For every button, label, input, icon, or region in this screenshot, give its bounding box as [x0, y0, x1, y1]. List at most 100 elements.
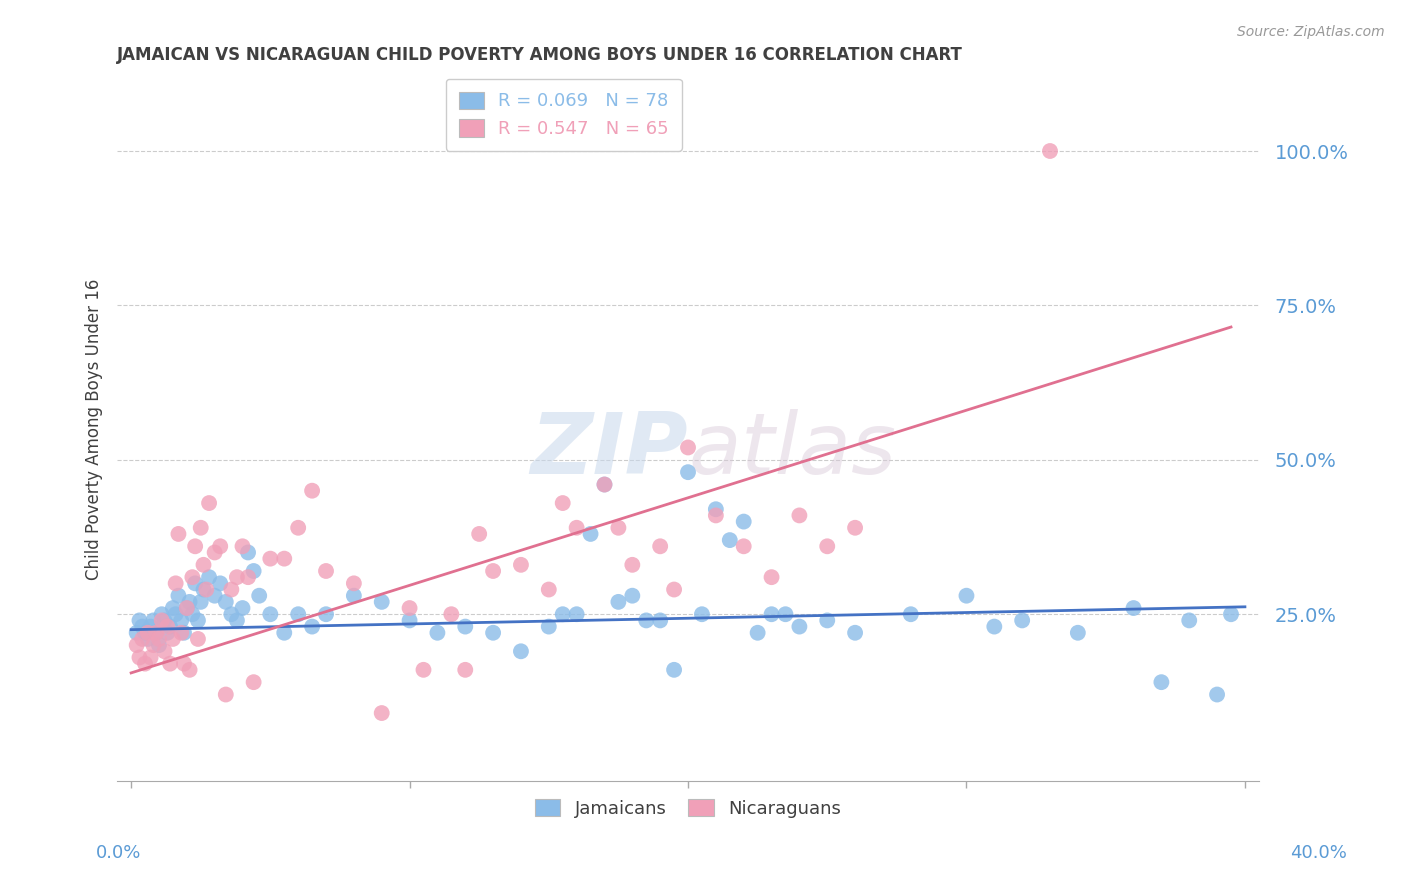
Point	[139, 619, 162, 633]
Point	[454, 619, 477, 633]
Point	[153, 614, 176, 628]
Point	[142, 638, 165, 652]
Point	[131, 632, 153, 646]
Point	[565, 607, 588, 622]
Point	[1122, 601, 1144, 615]
Point	[247, 589, 270, 603]
Point	[370, 706, 392, 720]
Point	[593, 477, 616, 491]
Point	[426, 625, 449, 640]
Point	[226, 570, 249, 584]
Point	[236, 570, 259, 584]
Point	[156, 619, 179, 633]
Point	[983, 619, 1005, 633]
Point	[193, 558, 215, 572]
Point	[676, 441, 699, 455]
Point	[215, 688, 238, 702]
Point	[1011, 614, 1033, 628]
Point	[398, 601, 420, 615]
Point	[181, 570, 204, 584]
Point	[650, 539, 672, 553]
Point	[704, 502, 727, 516]
Point	[301, 483, 323, 498]
Point	[287, 607, 309, 622]
Point	[636, 614, 658, 628]
Point	[370, 595, 392, 609]
Point	[221, 607, 243, 622]
Point	[187, 632, 209, 646]
Point	[215, 595, 238, 609]
Text: Source: ZipAtlas.com: Source: ZipAtlas.com	[1237, 25, 1385, 39]
Point	[1178, 614, 1201, 628]
Point	[242, 675, 264, 690]
Point	[209, 576, 232, 591]
Point	[125, 638, 148, 652]
Point	[173, 657, 195, 671]
Point	[621, 589, 644, 603]
Point	[301, 619, 323, 633]
Point	[231, 601, 253, 615]
Point	[593, 477, 616, 491]
Point	[844, 521, 866, 535]
Point	[273, 551, 295, 566]
Point	[1206, 688, 1229, 702]
Point	[900, 607, 922, 622]
Point	[165, 607, 187, 622]
Point	[242, 564, 264, 578]
Point	[537, 619, 560, 633]
Point	[955, 589, 977, 603]
Point	[162, 601, 184, 615]
Point	[179, 663, 201, 677]
Y-axis label: Child Poverty Among Boys Under 16: Child Poverty Among Boys Under 16	[86, 278, 103, 580]
Point	[128, 650, 150, 665]
Point	[125, 625, 148, 640]
Point	[315, 607, 337, 622]
Point	[150, 607, 173, 622]
Point	[165, 576, 187, 591]
Point	[468, 527, 491, 541]
Point	[198, 570, 221, 584]
Point	[173, 625, 195, 640]
Point	[343, 576, 366, 591]
Point	[273, 625, 295, 640]
Point	[607, 595, 630, 609]
Point	[259, 607, 281, 622]
Point	[134, 657, 156, 671]
Point	[184, 576, 207, 591]
Point	[565, 521, 588, 535]
Point	[815, 614, 838, 628]
Point	[676, 465, 699, 479]
Point	[139, 650, 162, 665]
Point	[789, 508, 811, 523]
Point	[136, 625, 159, 640]
Point	[343, 589, 366, 603]
Point	[1220, 607, 1243, 622]
Legend: Jamaicans, Nicaraguans: Jamaicans, Nicaraguans	[527, 791, 848, 825]
Point	[179, 595, 201, 609]
Point	[844, 625, 866, 640]
Point	[662, 663, 685, 677]
Text: atlas: atlas	[688, 409, 896, 491]
Point	[150, 614, 173, 628]
Point	[510, 558, 533, 572]
Point	[690, 607, 713, 622]
Point	[181, 607, 204, 622]
Point	[454, 663, 477, 677]
Point	[621, 558, 644, 572]
Point	[176, 601, 198, 615]
Point	[287, 521, 309, 535]
Point	[789, 619, 811, 633]
Point	[398, 614, 420, 628]
Point	[662, 582, 685, 597]
Point	[176, 601, 198, 615]
Point	[156, 625, 179, 640]
Point	[128, 614, 150, 628]
Point	[482, 625, 505, 640]
Point	[747, 625, 769, 640]
Text: 0.0%: 0.0%	[96, 844, 141, 862]
Point	[607, 521, 630, 535]
Point	[1039, 144, 1062, 158]
Text: JAMAICAN VS NICARAGUAN CHILD POVERTY AMONG BOYS UNDER 16 CORRELATION CHART: JAMAICAN VS NICARAGUAN CHILD POVERTY AMO…	[117, 46, 963, 64]
Point	[510, 644, 533, 658]
Point	[148, 638, 170, 652]
